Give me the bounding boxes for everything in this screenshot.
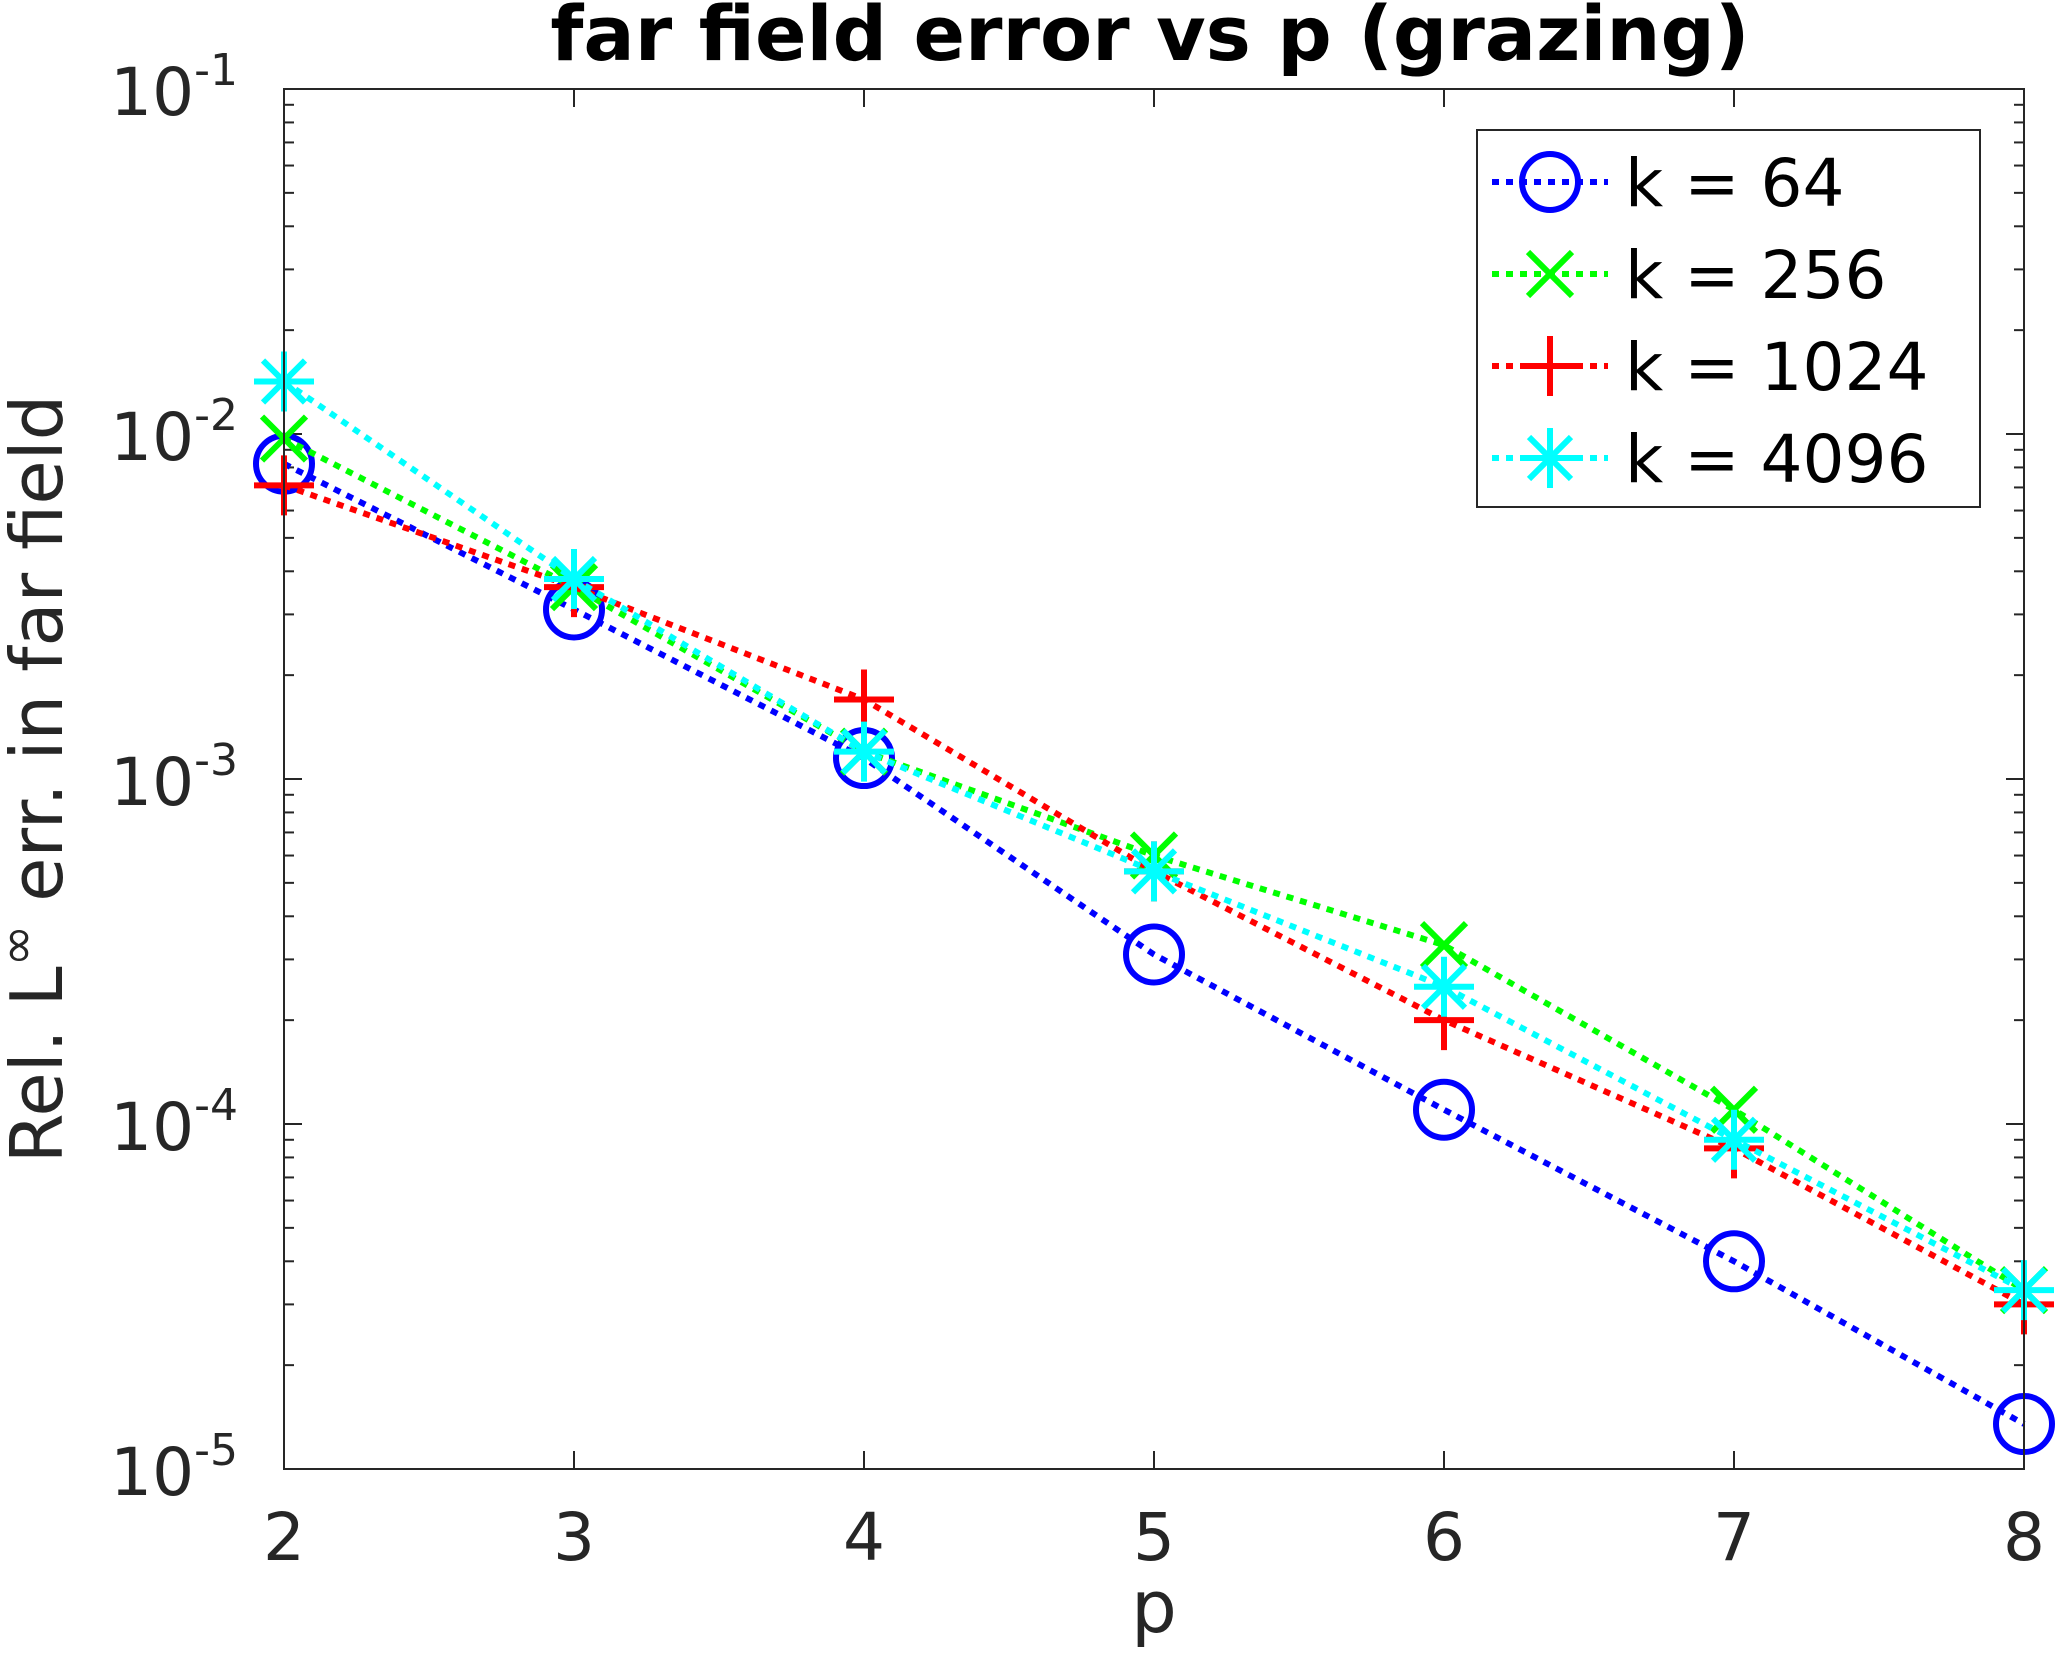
y-tick-label: 10-5 bbox=[110, 1425, 238, 1511]
x-tick-label: 7 bbox=[1713, 1499, 1755, 1576]
x-tick-label: 6 bbox=[1423, 1499, 1465, 1576]
legend-label: k = 4096 bbox=[1625, 421, 1928, 498]
y-tick-label: 10-1 bbox=[110, 45, 238, 131]
data-point bbox=[1123, 923, 1185, 986]
legend-label: k = 64 bbox=[1625, 145, 1844, 222]
y-tick-label: 10-2 bbox=[110, 390, 238, 476]
x-tick-label: 8 bbox=[2003, 1499, 2045, 1576]
y-axis-label-prefix: Rel. L bbox=[0, 966, 79, 1163]
data-point bbox=[1703, 1230, 1765, 1293]
data-point-stroke bbox=[1130, 848, 1178, 895]
y-axis-label: Rel. L∞ err. in far field bbox=[0, 395, 79, 1164]
data-point bbox=[834, 669, 894, 730]
data-point bbox=[1419, 920, 1469, 970]
y-axis-ticks: 10-5 10-4 10-3 10-2 10-1 bbox=[110, 45, 2024, 1511]
data-point bbox=[834, 721, 894, 782]
data-point-stroke bbox=[1419, 920, 1469, 970]
legend-label: k = 1024 bbox=[1625, 329, 1928, 406]
legend-entry: k = 256 bbox=[1492, 237, 1886, 314]
legend-marker bbox=[1525, 249, 1575, 299]
data-point bbox=[544, 548, 604, 609]
legend-marker-stroke bbox=[1525, 249, 1575, 299]
legend-entry: k = 64 bbox=[1492, 145, 1844, 222]
data-point-stroke bbox=[840, 728, 888, 775]
x-axis-label: p bbox=[1131, 1565, 1177, 1649]
legend-marker bbox=[1520, 336, 1580, 396]
legend-entry: k = 1024 bbox=[1492, 329, 1928, 406]
x-axis-ticks: 2 3 4 5 6 7 8 bbox=[263, 89, 2045, 1576]
legend-marker bbox=[1520, 428, 1580, 488]
x-tick-label: 4 bbox=[843, 1499, 885, 1576]
y-axis-label-suffix: err. in far field bbox=[0, 395, 79, 925]
data-point bbox=[1124, 841, 1184, 902]
y-tick-label: 10-4 bbox=[110, 1080, 238, 1166]
legend-marker-shape bbox=[1519, 151, 1581, 213]
plot-frame bbox=[283, 88, 2025, 1470]
y-tick-label: 10-3 bbox=[110, 735, 238, 821]
x-tick-label: 5 bbox=[1133, 1499, 1175, 1576]
legend: k = 64 k = 256 k = 1024 k = 4096 bbox=[1476, 129, 1981, 508]
series-4 bbox=[254, 351, 2054, 1321]
data-point bbox=[1414, 956, 1474, 1017]
data-point-shape bbox=[1703, 1230, 1765, 1293]
x-tick-label: 2 bbox=[263, 1499, 305, 1576]
legend-marker bbox=[1519, 151, 1581, 213]
data-point-shape bbox=[1123, 923, 1185, 986]
series-layer bbox=[253, 351, 2055, 1456]
legend-entry: k = 4096 bbox=[1492, 421, 1928, 498]
x-tick-label: 3 bbox=[553, 1499, 595, 1576]
data-point bbox=[1413, 1078, 1475, 1141]
data-point-stroke bbox=[550, 555, 598, 603]
legend-marker-stroke bbox=[1526, 434, 1574, 482]
data-point-shape bbox=[1413, 1078, 1475, 1141]
legend-label: k = 256 bbox=[1625, 237, 1886, 314]
data-point-stroke bbox=[1710, 1116, 1758, 1163]
data-point-stroke bbox=[1420, 963, 1468, 1010]
chart-title: far field error vs p (grazing) bbox=[550, 0, 1749, 78]
data-point bbox=[1704, 1109, 1764, 1170]
y-axis-label-superscript: ∞ bbox=[0, 925, 46, 967]
